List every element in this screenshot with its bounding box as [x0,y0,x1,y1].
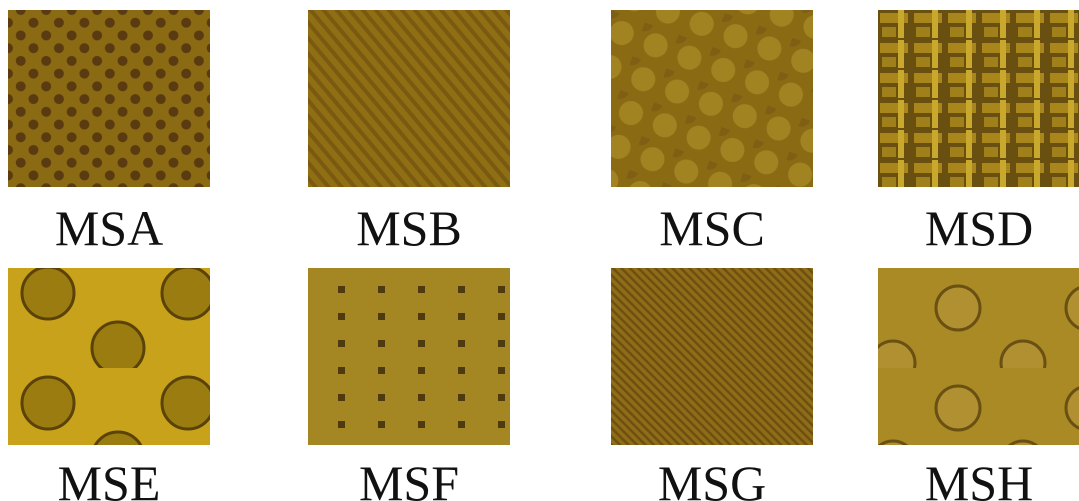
texture-image [878,268,1079,445]
texture-label: MSA [0,200,229,256]
texture-image [8,268,210,445]
texture-image [878,10,1079,187]
texture-image [8,10,210,187]
texture-label: MSD [859,200,1079,256]
texture-label: MSB [289,200,529,256]
texture-label: MSC [592,200,832,256]
texture-label: MSG [592,455,832,501]
texture-image [611,268,813,445]
texture-image [611,10,813,187]
texture-label: MSF [289,455,529,501]
texture-image [308,268,510,445]
texture-image [308,10,510,187]
texture-label: MSH [859,455,1079,501]
figure: MSA MSB MSC MSD MSE MSF MSG MSH [0,0,1079,501]
texture-label: MSE [0,455,229,501]
